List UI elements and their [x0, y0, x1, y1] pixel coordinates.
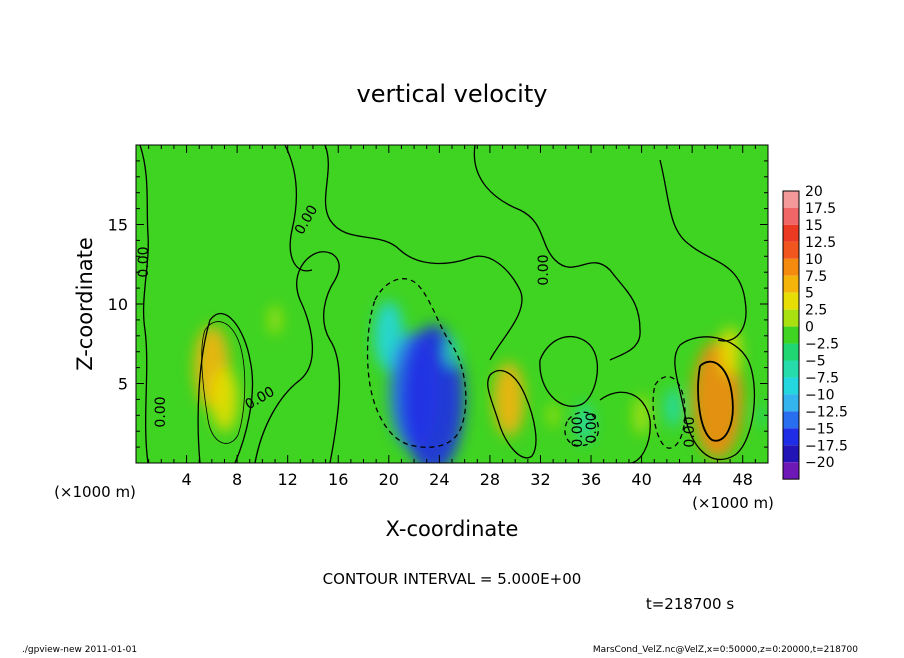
x-tick-label: 32	[530, 470, 550, 489]
colorbar-label: 10	[805, 252, 823, 268]
colorbar-swatch	[783, 394, 799, 412]
colorbar-label: −15	[805, 421, 835, 437]
colorbar-swatch	[783, 326, 799, 344]
colorbar-swatch	[783, 445, 799, 463]
y-tick-label: 5	[118, 375, 128, 394]
contour-line	[139, 145, 149, 463]
colorbar-swatch	[783, 224, 799, 242]
y-tick-label: 10	[108, 295, 128, 314]
contour-line	[284, 145, 313, 272]
footer-right: MarsCond_VelZ.nc@VelZ,x=0:50000,z=0:2000…	[593, 645, 858, 654]
contour-line	[539, 336, 599, 407]
colorbar-swatch	[783, 275, 799, 293]
colorbar-swatch	[783, 292, 799, 310]
time-label: t=218700 s	[646, 595, 734, 613]
colorbar-frame	[782, 190, 800, 480]
footer-left: ./gpview-new 2011-01-01	[22, 645, 137, 654]
y-axis-unit: (×1000 m)	[54, 483, 136, 501]
heatmap-cell	[210, 367, 238, 432]
x-tick-label: 20	[379, 470, 399, 489]
colorbar-swatch	[783, 411, 799, 429]
heatmap-cell	[664, 387, 682, 428]
heatmap-cell	[268, 305, 282, 335]
contour-label: 0.00	[682, 416, 698, 447]
colorbar-swatch	[783, 309, 799, 327]
y-tick-label: 15	[108, 216, 128, 235]
x-tick-label: 48	[733, 470, 753, 489]
y-axis-label: Z-coordinate	[73, 237, 97, 371]
colorbar-label: 15	[805, 218, 823, 234]
colorbar-label: 17.5	[805, 201, 836, 217]
colorbar-label: −7.5	[805, 370, 839, 386]
colorbar: 2017.51512.5107.552.50−2.5−5−7.5−10−12.5…	[782, 184, 848, 480]
contour-line	[366, 278, 467, 448]
heatmap-cell	[719, 327, 741, 377]
contour-line	[197, 312, 254, 463]
contour-line	[599, 391, 651, 463]
heatmap-cell	[633, 395, 650, 436]
colorbar-swatch	[783, 462, 799, 480]
contour-line	[674, 336, 756, 461]
heatmap-cell	[576, 403, 594, 444]
contour-line	[652, 375, 686, 449]
colorbar-label: 12.5	[805, 235, 836, 251]
colorbar-label: 7.5	[805, 269, 827, 285]
contour-label: 0.00	[584, 412, 600, 443]
x-tick-label: 8	[232, 470, 242, 489]
chart-title: vertical velocity	[357, 80, 548, 108]
contour-interval: CONTOUR INTERVAL = 5.000E+00	[323, 570, 582, 588]
x-tick-label: 16	[328, 470, 348, 489]
contour-label: 0.00	[536, 254, 552, 285]
contour-line	[564, 411, 600, 447]
colorbar-label: −5	[805, 354, 826, 370]
contour-line	[324, 145, 523, 361]
colorbar-label: −20	[805, 455, 835, 471]
contour-line	[487, 370, 537, 459]
colorbar-swatch	[783, 377, 799, 395]
contour-label: 0.00	[136, 246, 152, 277]
colorbar-swatch	[783, 360, 799, 378]
x-tick-label: 12	[278, 470, 298, 489]
colorbar-swatch	[783, 191, 799, 208]
heatmap-cell	[756, 403, 767, 427]
x-tick-label: 36	[581, 470, 601, 489]
heatmap-cell	[445, 336, 459, 367]
colorbar-swatch	[783, 428, 799, 446]
plot-area: 0.000.000.000.000.00 0.000.000.00 4 8 12 16 2…	[108, 144, 769, 489]
colorbar-swatch	[783, 258, 799, 276]
colorbar-label: 20	[805, 184, 823, 200]
colorbar-label: 0	[805, 320, 814, 336]
colorbar-label: 2.5	[805, 303, 827, 319]
x-tick-label: 28	[480, 470, 500, 489]
contour-line	[659, 159, 747, 342]
x-axis-unit: (×1000 m)	[692, 494, 774, 512]
x-tick-label: 40	[631, 470, 651, 489]
colorbar-label: −17.5	[805, 438, 848, 454]
colorbar-swatch	[783, 241, 799, 259]
contour-label: 0.00	[570, 416, 586, 447]
colorbar-label: −2.5	[805, 337, 839, 353]
contour-line	[473, 145, 641, 361]
x-axis-label: X-coordinate	[386, 517, 519, 541]
colorbar-label: −10	[805, 387, 835, 403]
contour-line	[697, 360, 734, 442]
contour-line	[201, 321, 246, 444]
x-tick-label: 24	[429, 470, 449, 489]
contour-label: 0.00	[153, 396, 169, 427]
colorbar-swatch	[783, 207, 799, 225]
heatmap-cell	[547, 402, 559, 428]
colorbar-label: −12.5	[805, 404, 848, 420]
contour-line	[254, 251, 341, 463]
colorbar-label: 5	[805, 286, 814, 302]
x-tick-label: 44	[682, 470, 702, 489]
x-tick-label: 4	[181, 470, 191, 489]
colorbar-swatch	[783, 343, 799, 361]
